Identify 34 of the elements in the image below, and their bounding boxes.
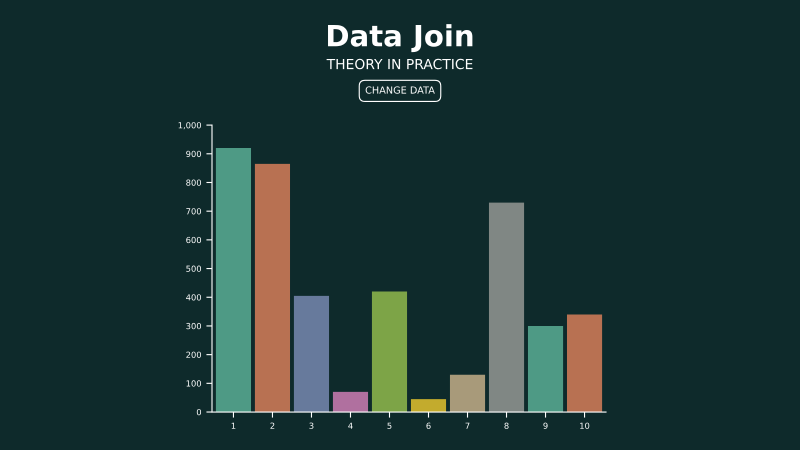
bar [450, 374, 486, 412]
bar [216, 148, 252, 412]
bar [254, 164, 290, 412]
x-tick-label: 9 [543, 422, 548, 429]
x-tick-label: 4 [348, 422, 353, 429]
x-tick-label: 8 [504, 422, 509, 429]
x-tick-label: 2 [270, 422, 274, 429]
text: CHANGE DATA [366, 86, 435, 94]
bar [410, 399, 446, 412]
y-tick-label: 1,000 [178, 122, 202, 130]
bar [566, 314, 602, 412]
chart-subtitle: THEORY IN PRACTICE [326, 58, 472, 70]
y-tick-label: 400 [186, 294, 202, 301]
y-tick-label: 900 [186, 150, 202, 158]
bar [372, 292, 408, 412]
y-tick-label: 100 [186, 380, 202, 387]
bar [488, 202, 524, 412]
x-tick-label: 7 [466, 422, 470, 429]
x-tick-label: 5 [387, 422, 392, 429]
x-tick-label: 3 [309, 422, 314, 429]
y-tick-label: 0 [196, 409, 202, 416]
y-tick-label: 600 [186, 236, 202, 244]
y-tick-label: 700 [186, 208, 202, 214]
x-tick-label: 6 [426, 422, 431, 429]
bar [332, 392, 368, 412]
y-tick-label: 300 [186, 322, 202, 330]
bar [294, 296, 330, 412]
x-tick-label: 1 [232, 422, 236, 429]
y-tick-label: 800 [186, 179, 202, 186]
y-tick-label: 200 [186, 352, 202, 358]
y-tick-label: 500 [186, 266, 202, 272]
x-tick-label: 10 [580, 422, 590, 429]
chart-title: Data Join [328, 24, 472, 52]
bar [528, 326, 564, 412]
